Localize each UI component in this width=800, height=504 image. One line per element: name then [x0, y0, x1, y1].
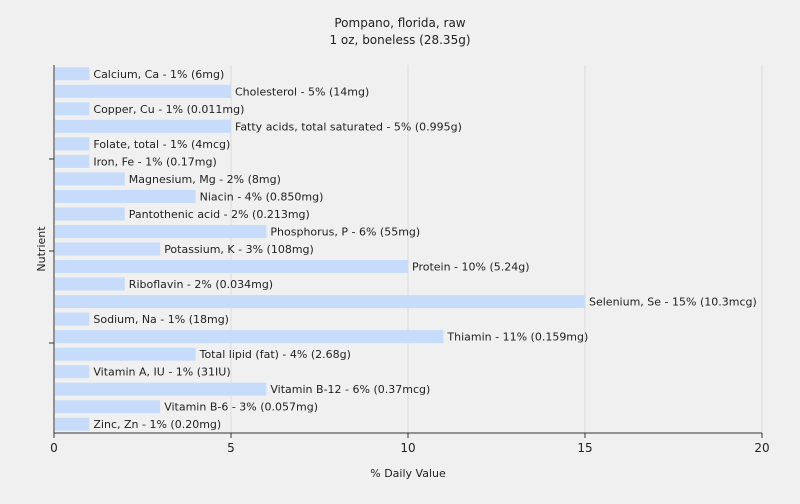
grid-lines [230, 65, 763, 433]
y-axis-label: Nutrient [35, 226, 48, 272]
bar [55, 189, 196, 203]
bar-label: Protein - 10% (5.24g) [412, 261, 530, 274]
bar [55, 312, 90, 326]
bar [55, 277, 125, 291]
bar [55, 172, 125, 186]
chart-subtitle: 1 oz, boneless (28.35g) [329, 33, 470, 47]
chart-title: Pompano, florida, raw [334, 16, 465, 30]
bar [55, 382, 267, 396]
bar-label: Copper, Cu - 1% (0.011mg) [93, 103, 244, 116]
bar-label: Vitamin B-6 - 3% (0.057mg) [164, 401, 318, 414]
bar-label: Calcium, Ca - 1% (6mg) [93, 68, 224, 81]
bar [55, 365, 90, 379]
bar-label: Fatty acids, total saturated - 5% (0.995… [235, 120, 462, 133]
bar-label: Sodium, Na - 1% (18mg) [93, 313, 229, 326]
x-tick-label: 15 [577, 441, 592, 455]
x-tick-label: 10 [400, 441, 415, 455]
bar [55, 295, 585, 309]
x-axis-label: % Daily Value [370, 467, 446, 480]
bar [55, 102, 90, 116]
bar-label: Thiamin - 11% (0.159mg) [446, 331, 588, 344]
bar-label: Iron, Fe - 1% (0.17mg) [93, 155, 216, 168]
bar-label: Magnesium, Mg - 2% (8mg) [129, 173, 281, 186]
x-tick-label: 20 [754, 441, 769, 455]
bar [55, 417, 90, 431]
bar-label: Pantothenic acid - 2% (0.213mg) [129, 208, 310, 221]
bar-label: Vitamin B-12 - 6% (0.37mcg) [270, 383, 430, 396]
bar [55, 330, 444, 344]
bar-label: Vitamin A, IU - 1% (31IU) [93, 366, 230, 379]
bar-label: Phosphorus, P - 6% (55mg) [270, 225, 420, 238]
bar-label: Folate, total - 1% (4mcg) [93, 138, 230, 151]
x-tick-label: 5 [227, 441, 235, 455]
bar-label: Selenium, Se - 15% (10.3mcg) [589, 296, 757, 309]
bar-labels: Calcium, Ca - 1% (6mg) Cholesterol - 5% (… [93, 68, 756, 431]
bar-label: Cholesterol - 5% (14mg) [235, 85, 369, 98]
bar-label: Total lipid (fat) - 4% (2.68g) [199, 348, 351, 361]
bar-label: Zinc, Zn - 1% (0.20mg) [93, 418, 221, 431]
bar [55, 207, 125, 221]
bar-label: Riboflavin - 2% (0.034mg) [129, 278, 273, 291]
bar [55, 137, 90, 151]
bar [55, 154, 90, 168]
bar [55, 119, 231, 133]
bar [55, 400, 161, 414]
bar [55, 347, 196, 361]
bar [55, 224, 267, 238]
axes: 0 5 10 15 20 [49, 158, 770, 455]
bar [55, 84, 231, 98]
bars [55, 67, 585, 431]
bar [55, 67, 90, 81]
x-tick-label: 0 [50, 441, 58, 455]
bar [55, 242, 161, 256]
bar-label: Potassium, K - 3% (108mg) [164, 243, 314, 256]
bar-label: Niacin - 4% (0.850mg) [200, 190, 324, 203]
bar [55, 260, 408, 274]
